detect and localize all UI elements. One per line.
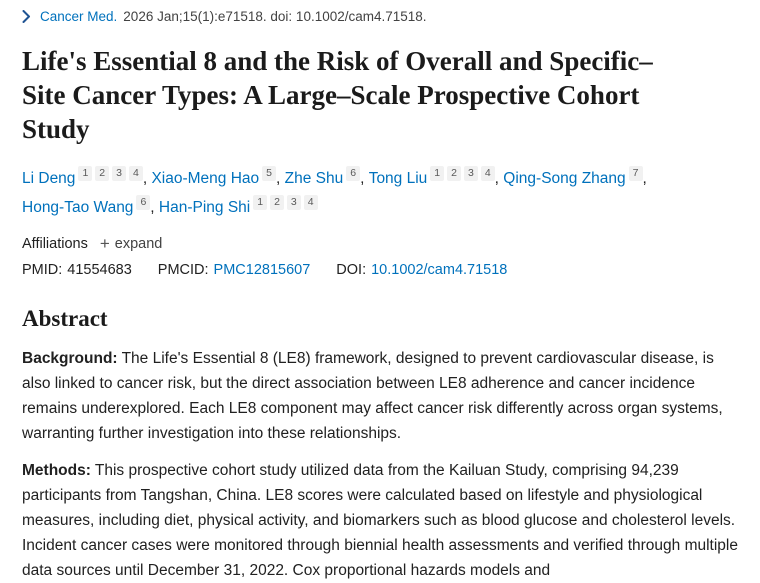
author-affiliation-badge: 5 [262,166,276,181]
abstract-heading: Abstract [22,306,108,331]
author-affiliation-badge: 1 [78,166,93,181]
methods-section-text: This prospective cohort study utilized d… [22,462,738,579]
author-separator: , [142,170,152,187]
pmcid-group: PMCID: PMC12815607 [158,262,311,278]
journal-expand-toggle[interactable] [22,10,31,23]
pmcid-link[interactable]: PMC12815607 [213,262,311,278]
expand-affiliations-button[interactable]: + expand [100,235,163,252]
author-affiliation-badge: 6 [346,166,361,181]
chevron-right-icon [22,10,31,23]
abstract-methods-paragraph: Methods: This prospective cohort study ut… [22,458,738,583]
author-affiliation-badge: 7 [628,166,643,181]
author-item: Han-Ping Shi 1 2 3 4 [158,195,318,216]
author-list: Li Deng 1 2 3 4, Xiao-Meng Hao 5, Zhe Shu 6, T… [22,164,722,222]
citation-text: 2026 Jan;15(1):e71518. doi: 10.1002/cam4… [123,9,427,24]
affiliations-label: Affiliations [22,235,88,252]
author-separator: , [494,170,504,187]
author-link[interactable]: Qing-Song Zhang [503,170,626,187]
author-item: Zhe Shu 6, [284,166,369,187]
author-item: Tong Liu 1 2 3 4, [368,166,504,187]
author-affiliation-badge: 1 [430,166,445,181]
identifiers-row: PMID: 41554683 PMCID: PMC12815607 DOI: 10.1… [22,262,738,278]
background-section-label: Background: [22,350,118,367]
author-separator: , [150,199,159,216]
author-affiliation-badge: 4 [480,166,495,181]
author-link[interactable]: Li Deng [22,170,76,187]
author-link[interactable]: Tong Liu [368,170,428,187]
affiliations-row: Affiliations + expand [22,235,738,252]
author-item: Qing-Song Zhang 7, [503,166,647,187]
author-affiliation-badge: 2 [95,166,110,181]
plus-icon: + [99,234,110,253]
methods-section-label: Methods: [22,462,91,479]
author-link[interactable]: Xiao-Meng Hao [151,170,260,187]
doi-link[interactable]: 10.1002/cam4.71518 [371,262,508,278]
author-item: Hong-Tao Wang 6, [22,195,159,216]
pmid-group: PMID: 41554683 [22,262,132,278]
author-affiliation-badge: 2 [447,166,461,181]
author-separator: , [275,170,285,187]
author-affiliation-badge: 2 [270,195,284,210]
author-affiliation-badge: 4 [303,195,318,210]
author-link[interactable]: Zhe Shu [284,170,344,187]
doi-group: DOI: 10.1002/cam4.71518 [336,262,507,278]
author-affiliation-badge: 3 [112,166,126,181]
author-affiliation-badge: 3 [286,195,301,210]
abstract-background-paragraph: Background: The Life's Essential 8 (LE8) … [22,346,738,446]
author-affiliation-badge: 1 [253,195,268,210]
expand-label: expand [114,235,163,252]
journal-citation-row: Cancer Med. 2026 Jan;15(1):e71518. doi: … [22,9,738,24]
background-section-text: The Life's Essential 8 (LE8) framework, … [22,350,723,442]
author-link[interactable]: Hong-Tao Wang [22,199,134,216]
author-affiliation-badge: 6 [136,195,151,210]
author-affiliation-badge: 4 [128,166,143,181]
article-title: Life's Essential 8 and the Risk of Overa… [22,46,653,144]
author-separator: , [360,170,369,187]
author-separator: , [642,170,647,187]
author-link[interactable]: Han-Ping Shi [158,199,251,216]
author-item: Li Deng 1 2 3 4, [22,166,152,187]
doi-label: DOI: [336,262,367,278]
pmid-label: PMID: [22,262,63,278]
pmid-value: 41554683 [67,262,132,278]
pmcid-label: PMCID: [157,262,209,278]
author-affiliation-badge: 3 [463,166,478,181]
journal-link[interactable]: Cancer Med. [40,9,118,24]
author-item: Xiao-Meng Hao 5, [151,166,285,187]
